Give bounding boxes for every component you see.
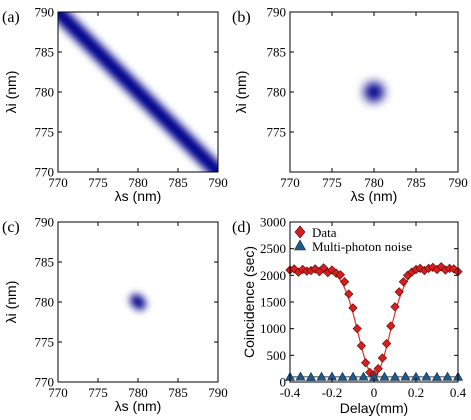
y-tick-label: 785 [267,45,287,60]
y-tick-label: 780 [35,295,55,310]
data-point [352,324,362,334]
plot-area-d [290,222,458,382]
xlabel-b: λs (nm) [351,188,398,204]
ticks-a: 770 775 780 785 790 770 775 780 785 790 [35,5,228,191]
ticks-d: -0.4 -0.2 0 0.2 0.4 0 500 1000 1500 2000 2500 3000 [260,215,467,401]
noise-point [389,371,401,381]
data-point [356,341,367,351]
noise-point [347,371,359,381]
xlabel-c: λs (nm) [115,398,162,414]
y-tick-label: 785 [35,255,55,270]
xlabel-d: Delay(mm) [340,400,408,416]
y-tick-label: 0 [280,375,287,390]
ylabel-b: λi (nm) [233,71,249,114]
x-tick-label: 785 [168,385,188,400]
noise-point [421,371,432,381]
y-tick-label: 785 [35,45,55,60]
panel-label-c: (c) [2,219,20,236]
legend-marker-data [294,225,306,239]
x-tick-label: 785 [168,175,188,190]
data-point [377,353,388,363]
panel-label-b: (b) [232,9,251,26]
data-point [381,338,392,349]
noise-point [431,371,443,381]
y-tick-label: 775 [35,125,55,140]
x-tick-label: -0.2 [322,385,343,400]
data-point [318,263,329,273]
data-point [339,277,350,287]
noise-point [337,371,348,381]
xlabel-a: λs (nm) [115,188,162,204]
legend-d: Data Multi-photon noise [293,225,412,254]
noise-point [400,371,411,381]
panel-label-a: (a) [2,9,20,26]
panel-label-d: (d) [232,219,251,236]
x-tick-label: 785 [406,175,426,190]
y-tick-label: 3000 [260,215,286,230]
x-tick-label: 0.2 [408,385,424,400]
ylabel-a: λi (nm) [3,71,19,114]
x-tick-label: -0.4 [280,385,301,400]
y-tick-label: 775 [267,125,287,140]
ticks-c: 770 775 780 785 790 770 775 780 785 790 [35,215,228,401]
x-tick-label: 775 [322,175,342,190]
x-tick-label: 775 [88,385,108,400]
panel-d: (d) -0.4 -0.2 0 0.2 0.4 0 500 1000 1500 2000 2500 3… [232,215,467,417]
ticks-b: 770 775 780 785 790 775 780 785 790 [267,5,468,191]
x-tick-label: 775 [88,175,108,190]
y-tick-label: 2500 [260,241,286,256]
y-tick-label: 2000 [260,268,286,283]
y-tick-label: 775 [35,335,55,350]
ylabel-c: λi (nm) [3,281,19,324]
legend-marker-noise [293,239,307,251]
data-point [386,321,396,331]
x-tick-label: 790 [448,175,468,190]
data-point [390,302,400,312]
y-tick-label: 790 [35,5,55,20]
noise-point [442,371,453,381]
data-point [398,277,409,287]
x-tick-label: 770 [48,385,68,400]
y-tick-label: 770 [35,375,55,390]
x-tick-label: 790 [208,385,228,400]
x-tick-label: 0.4 [450,385,467,400]
data-point [394,287,404,297]
x-tick-label: 0 [371,385,378,400]
ylabel-d: Coincidence (sec) [241,246,257,358]
data-point [360,358,371,368]
noise-point [358,371,369,381]
x-tick-label: 770 [48,175,68,190]
y-tick-label: 1000 [260,321,286,336]
y-tick-label: 790 [267,5,287,20]
data-point [348,303,358,313]
y-tick-label: 500 [267,348,287,363]
noise-point [305,371,317,381]
x-tick-label: 780 [128,385,148,400]
noise-point [316,371,327,381]
heatmap-spot-b [364,82,384,102]
noise-point [379,371,390,381]
y-tick-label: 780 [267,85,287,100]
x-tick-label: 790 [208,175,228,190]
y-tick-label: 1500 [260,295,286,310]
x-tick-label: 780 [128,175,148,190]
data-point [373,364,383,374]
data-point [344,289,354,299]
y-tick-label: 790 [35,215,55,230]
legend-label-noise: Multi-photon noise [312,239,412,254]
panel-c: (c) 770 775 780 785 790 770 775 780 785 790 λs (n… [2,215,228,415]
x-tick-label: 780 [364,175,384,190]
y-tick-label: 770 [35,165,55,180]
heatmap-spot-c [130,294,146,310]
data-point [335,270,346,280]
legend-label-data: Data [312,225,337,240]
heatmap-band-a [58,12,218,172]
panel-a: (a) 770 775 780 785 790 770 775 780 785 790 λs (n… [2,5,228,205]
noise-point [295,371,306,381]
x-tick-label: 770 [280,175,300,190]
y-tick-label: 780 [35,85,55,100]
